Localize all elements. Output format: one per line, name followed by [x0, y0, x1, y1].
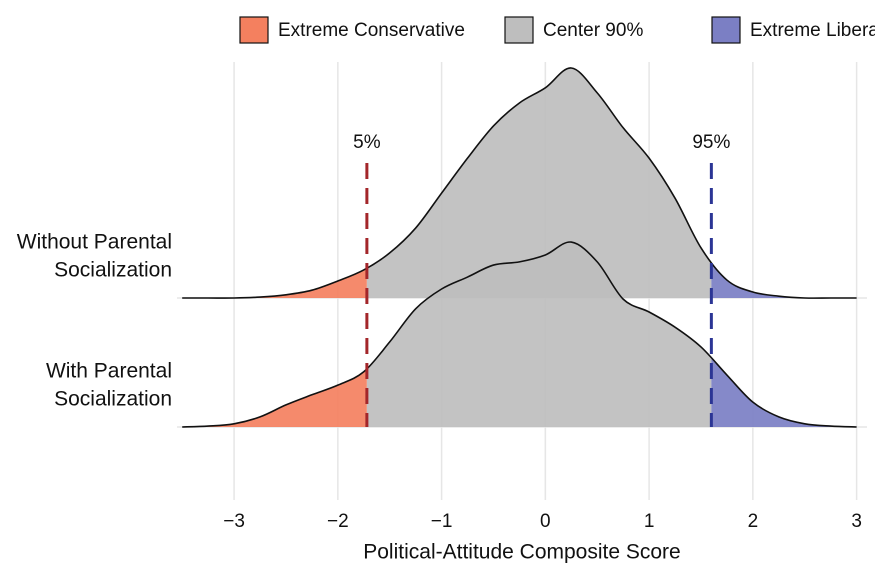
ridge-region — [711, 357, 857, 427]
ridge-region — [366, 67, 712, 298]
x-axis-title: Political-Attitude Composite Score — [363, 541, 680, 564]
x-tick-label: 2 — [748, 511, 759, 532]
x-tick-label: −2 — [327, 511, 349, 532]
reference-label: 5% — [353, 132, 381, 153]
ridge-region — [182, 268, 367, 299]
reference-label: 95% — [692, 132, 730, 153]
row-label: Socialization — [54, 259, 172, 282]
x-tick-label: 3 — [851, 511, 862, 532]
legend-swatch — [711, 16, 741, 44]
x-tick-label: 0 — [540, 511, 551, 532]
row-label: Socialization — [54, 388, 172, 411]
legend-swatch — [239, 16, 269, 44]
legend-label: Center 90% — [543, 20, 643, 41]
x-tick-label: 1 — [644, 511, 655, 532]
legend-label: Extreme Liberal — [750, 20, 875, 41]
ridge-region — [711, 262, 857, 299]
ridge-region — [366, 242, 712, 427]
ridge-region — [182, 368, 367, 427]
legend-swatch — [504, 16, 534, 44]
x-tick-label: −3 — [223, 511, 245, 532]
ridge-line — [182, 67, 857, 299]
x-tick-label: −1 — [431, 511, 453, 532]
row-label: With Parental — [46, 360, 172, 383]
ridge-line — [182, 241, 857, 428]
row-label: Without Parental — [17, 231, 172, 254]
legend-label: Extreme Conservative — [278, 20, 465, 41]
